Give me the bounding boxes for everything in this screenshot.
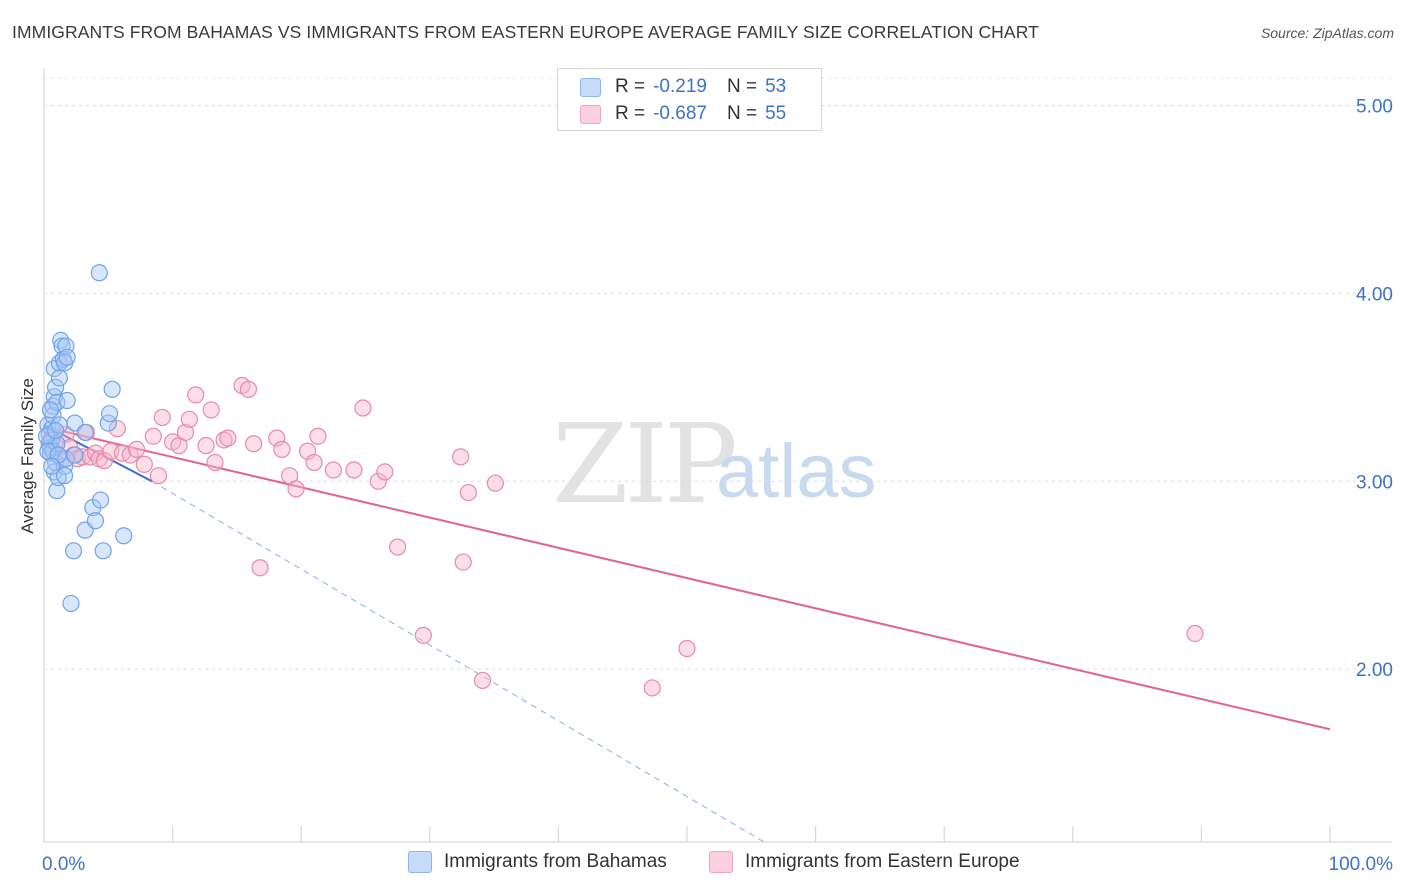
point-eastern-europe-30 bbox=[206, 453, 224, 472]
gridlines bbox=[44, 77, 1392, 670]
y-tick-label-2: 4.00 bbox=[1356, 284, 1393, 305]
legend-item-bahamas[interactable]: Immigrants from Bahamas bbox=[408, 851, 667, 873]
point-eastern-europe-34 bbox=[239, 380, 258, 398]
point-bahamas-52 bbox=[43, 457, 61, 475]
point-eastern-europe-55 bbox=[486, 474, 504, 492]
trend-line-1 bbox=[151, 480, 765, 843]
n-value: 55 bbox=[765, 103, 787, 124]
point-eastern-europe-35 bbox=[245, 435, 263, 453]
point-bahamas-42 bbox=[94, 542, 112, 560]
point-bahamas-46 bbox=[115, 527, 133, 545]
point-bahamas-39 bbox=[86, 512, 105, 530]
point-bahamas-33 bbox=[64, 542, 83, 560]
point-eastern-europe-37 bbox=[268, 429, 286, 447]
point-bahamas-36 bbox=[76, 423, 94, 442]
point-eastern-europe-47 bbox=[369, 472, 387, 490]
r-label: R = bbox=[615, 103, 646, 124]
y-tick-label-0: 2.00 bbox=[1356, 660, 1393, 681]
point-bahamas-34 bbox=[66, 446, 84, 464]
point-bahamas-44 bbox=[100, 405, 119, 423]
trend-line-2 bbox=[43, 425, 1331, 731]
point-eastern-europe-29 bbox=[202, 401, 220, 419]
point-eastern-europe-43 bbox=[309, 427, 327, 445]
point-eastern-europe-42 bbox=[305, 453, 323, 472]
r-label: R = bbox=[615, 76, 646, 97]
point-eastern-europe-20 bbox=[144, 427, 162, 445]
source-label: Source: ZipAtlas.com bbox=[1260, 25, 1394, 41]
point-bahamas-47 bbox=[37, 427, 56, 445]
n-label: N = bbox=[726, 103, 758, 124]
point-eastern-europe-40 bbox=[287, 480, 305, 498]
legend-swatch-eastern-europe bbox=[709, 851, 733, 873]
point-bahamas-40 bbox=[90, 264, 108, 282]
legend-swatch-bahamas bbox=[580, 77, 601, 97]
r-value: -0.687 bbox=[653, 103, 707, 124]
watermark-atlas: atlas bbox=[716, 429, 877, 514]
legend-swatch-bahamas bbox=[408, 851, 432, 873]
x-tick-label-0: 0.0% bbox=[42, 854, 85, 875]
point-eastern-europe-15 bbox=[108, 420, 126, 438]
point-bahamas-16 bbox=[48, 482, 66, 500]
point-eastern-europe-26 bbox=[180, 410, 198, 428]
r-value: -0.219 bbox=[653, 76, 707, 97]
axes bbox=[43, 68, 1392, 843]
point-bahamas-20 bbox=[50, 369, 69, 387]
point-bahamas-28 bbox=[58, 391, 76, 410]
watermark-zip: ZIP bbox=[552, 400, 738, 528]
point-bahamas-45 bbox=[103, 380, 121, 398]
point-eastern-europe-56 bbox=[643, 679, 661, 697]
point-eastern-europe-36 bbox=[251, 559, 269, 577]
point-eastern-europe-13 bbox=[95, 452, 114, 470]
point-eastern-europe-21 bbox=[149, 467, 168, 485]
legend-row-eastern-europe: R = -0.687 N = 55 bbox=[580, 102, 786, 126]
point-bahamas-13 bbox=[46, 378, 65, 396]
legend-row-bahamas: R = -0.219 N = 53 bbox=[580, 75, 786, 99]
point-eastern-europe-19 bbox=[135, 455, 153, 473]
point-eastern-europe-52 bbox=[454, 553, 472, 571]
data-points bbox=[37, 264, 1204, 697]
point-eastern-europe-50 bbox=[414, 626, 432, 644]
point-eastern-europe-57 bbox=[678, 639, 696, 658]
point-bahamas-31 bbox=[55, 467, 74, 485]
point-bahamas-49 bbox=[41, 401, 60, 419]
point-eastern-europe-38 bbox=[273, 440, 291, 458]
point-eastern-europe-48 bbox=[376, 463, 394, 481]
point-bahamas-30 bbox=[58, 348, 76, 366]
point-eastern-europe-27 bbox=[187, 386, 205, 404]
chart-title: IMMIGRANTS FROM BAHAMAS VS IMMIGRANTS FR… bbox=[12, 22, 1039, 42]
axis-labels: 2.00 3.00 4.00 5.00 0.0% 100.0% Average Family… bbox=[18, 97, 1393, 875]
y-tick-label-1: 3.00 bbox=[1356, 472, 1393, 493]
legend-label-eastern-europe: Immigrants from Eastern Europe bbox=[745, 851, 1020, 872]
point-eastern-europe-51 bbox=[452, 448, 470, 466]
point-eastern-europe-32 bbox=[219, 429, 237, 447]
point-bahamas-32 bbox=[62, 594, 80, 613]
point-eastern-europe-18 bbox=[127, 440, 146, 458]
point-eastern-europe-25 bbox=[176, 423, 195, 442]
point-eastern-europe-46 bbox=[354, 399, 372, 417]
point-bahamas-50 bbox=[46, 421, 65, 440]
point-eastern-europe-45 bbox=[345, 461, 363, 479]
point-eastern-europe-22 bbox=[153, 408, 171, 427]
x-tick-label-1: 100.0% bbox=[1329, 854, 1394, 875]
legend-label-bahamas: Immigrants from Bahamas bbox=[444, 851, 667, 872]
point-eastern-europe-44 bbox=[324, 461, 342, 479]
point-bahamas-41 bbox=[91, 491, 110, 509]
n-label: N = bbox=[726, 76, 758, 97]
n-value: 53 bbox=[765, 76, 787, 97]
y-axis-title: Average Family Size bbox=[18, 378, 37, 534]
legend-swatch-eastern-europe bbox=[580, 104, 601, 124]
y-tick-label-3: 5.00 bbox=[1356, 97, 1393, 118]
correlation-legend: R = -0.219 N = 53 R = -0.687 N = 55 bbox=[557, 68, 822, 131]
legend-item-eastern-europe[interactable]: Immigrants from Eastern Europe bbox=[709, 851, 1020, 873]
point-eastern-europe-53 bbox=[459, 483, 477, 502]
point-eastern-europe-49 bbox=[389, 538, 407, 556]
point-eastern-europe-54 bbox=[473, 671, 492, 690]
point-eastern-europe-28 bbox=[197, 437, 215, 455]
point-eastern-europe-58 bbox=[1186, 624, 1204, 643]
point-bahamas-23 bbox=[53, 337, 71, 355]
series-legend: Immigrants from Bahamas Immigrants from … bbox=[0, 851, 1406, 877]
trend-lines bbox=[43, 424, 1331, 843]
